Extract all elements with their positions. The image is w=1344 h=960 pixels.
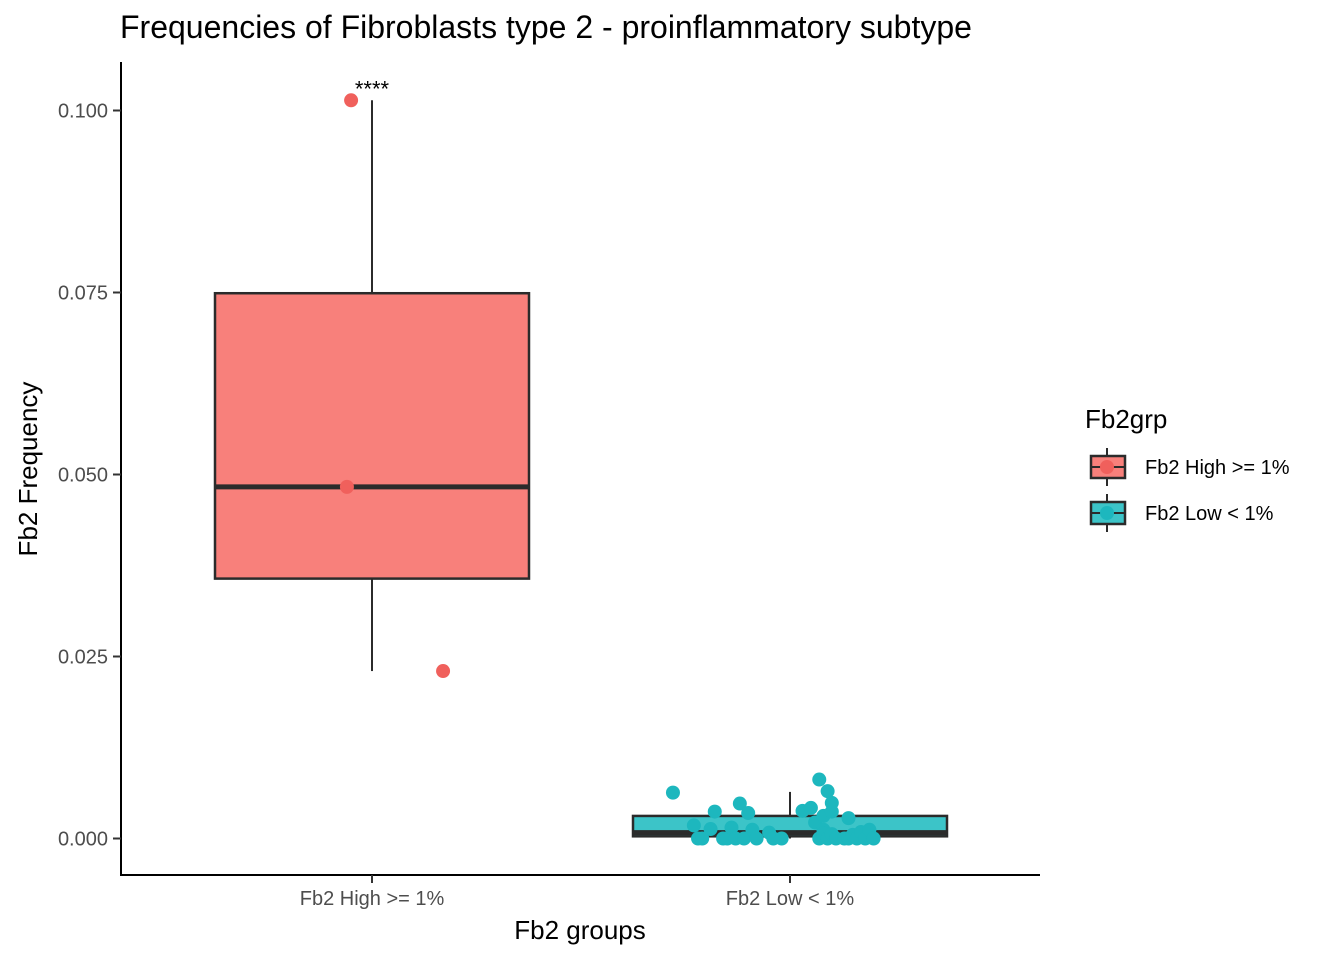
y-tick-label: 0.050: [58, 465, 108, 487]
data-point: [737, 831, 752, 846]
legend-item: Fb2 Low < 1%: [1089, 494, 1274, 532]
chart-title: Frequencies of Fibroblasts type 2 - proi…: [120, 9, 972, 45]
data-point: [686, 818, 701, 833]
data-point: [803, 800, 818, 815]
x-tick-label: Fb2 Low < 1%: [726, 888, 855, 910]
data-point: [774, 831, 789, 846]
data-point: [339, 479, 354, 494]
data-point: [732, 796, 747, 811]
data-point: [344, 93, 359, 108]
box-iqr: [213, 291, 531, 580]
y-tick-label: 0.000: [58, 829, 108, 851]
data-point: [707, 804, 722, 819]
data-point: [820, 784, 835, 799]
x-axis-ticks: Fb2 High >= 1% Fb2 Low < 1%: [300, 875, 855, 910]
data-point: [665, 785, 680, 800]
x-tick-label: Fb2 High >= 1%: [300, 888, 445, 910]
legend-key-point: [1100, 460, 1114, 474]
y-tick-label: 0.075: [58, 283, 108, 305]
data-point: [724, 820, 739, 835]
legend-title: Fb2grp: [1085, 404, 1167, 434]
box-group: [631, 791, 949, 839]
data-point: [841, 811, 856, 826]
legend-items: Fb2 High >= 1% Fb2 Low < 1%: [1089, 448, 1290, 532]
y-tick-label: 0.100: [58, 101, 108, 123]
data-point: [824, 804, 839, 819]
data-point: [741, 806, 756, 821]
x-axis-title: Fb2 groups: [514, 915, 646, 945]
legend: Fb2grp Fb2 High >= 1% Fb2 Low < 1%: [1085, 404, 1290, 532]
data-point: [703, 822, 718, 837]
data-point: [436, 664, 451, 679]
legend-label: Fb2 High >= 1%: [1145, 457, 1290, 479]
data-point: [749, 831, 764, 846]
legend-key-point: [1100, 506, 1114, 520]
y-axis-title: Fb2 Frequency: [13, 382, 43, 557]
significance-label: ****: [355, 76, 390, 101]
plot-area: ****: [213, 76, 949, 846]
legend-label: Fb2 Low < 1%: [1145, 503, 1274, 525]
data-point: [695, 831, 710, 846]
legend-item: Fb2 High >= 1%: [1089, 448, 1290, 486]
data-point: [812, 772, 827, 787]
y-tick-label: 0.025: [58, 647, 108, 669]
box-group: [213, 100, 531, 672]
data-point: [866, 831, 881, 846]
y-axis-ticks: 0.000 0.025 0.050 0.075 0.100: [58, 101, 121, 851]
